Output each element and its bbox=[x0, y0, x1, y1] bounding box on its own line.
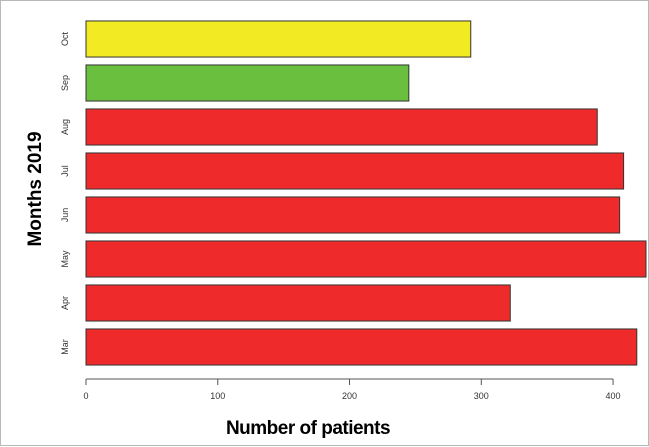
bars-group bbox=[85, 20, 647, 366]
bar-may bbox=[85, 240, 647, 278]
bar-apr bbox=[85, 284, 511, 322]
x-axis-title: Number of patients bbox=[226, 418, 390, 439]
category-label-oct: Oct bbox=[60, 32, 70, 47]
category-label-sep: Sep bbox=[60, 75, 70, 91]
bar-aug bbox=[85, 108, 598, 146]
bar-jul bbox=[85, 152, 625, 190]
x-tick-label-0: 0 bbox=[83, 391, 88, 401]
bar-sep bbox=[85, 64, 410, 102]
category-label-aug: Aug bbox=[60, 119, 70, 135]
category-label-jun: Jun bbox=[60, 208, 70, 223]
category-label-apr: Apr bbox=[60, 296, 70, 310]
category-label-jul: Jul bbox=[60, 165, 70, 177]
bar-mar bbox=[85, 328, 638, 366]
y-axis-title: Months 2019 bbox=[25, 131, 46, 246]
category-labels-group: Mar Apr May Jun Jul Aug Sep Oct bbox=[60, 32, 70, 355]
bar-oct bbox=[85, 20, 472, 58]
x-tick-label-300: 300 bbox=[474, 391, 489, 401]
bar-jun bbox=[85, 196, 621, 234]
x-tick-label-200: 200 bbox=[342, 391, 357, 401]
x-tick-label-400: 400 bbox=[606, 391, 621, 401]
x-ticks-group: 0 100 200 300 400 bbox=[83, 379, 621, 401]
x-tick-label-100: 100 bbox=[210, 391, 225, 401]
category-label-may: May bbox=[60, 250, 70, 268]
category-label-mar: Mar bbox=[60, 339, 70, 355]
